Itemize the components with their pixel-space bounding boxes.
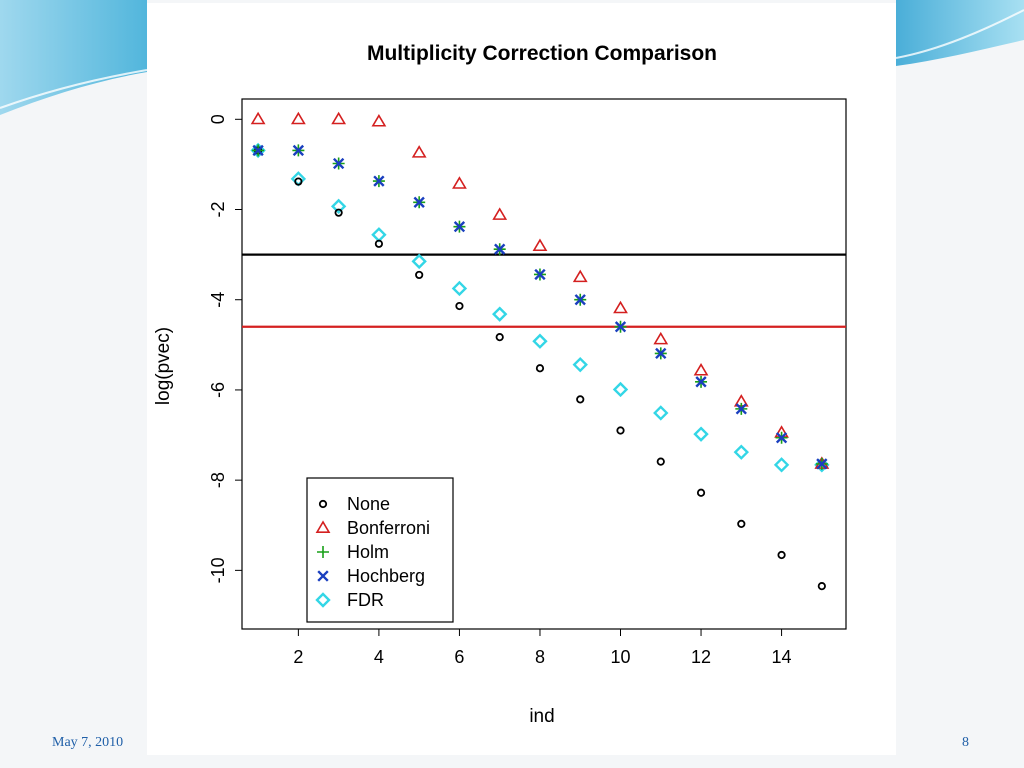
right-wave-decoration: [896, 0, 1024, 66]
x-tick-label: 6: [454, 647, 464, 667]
legend-marker-hochberg: [317, 570, 329, 582]
y-tick-label: -8: [208, 472, 228, 488]
point-none: [495, 333, 504, 342]
point-none: [817, 582, 826, 591]
page-number: 8: [962, 735, 969, 750]
point-none: [535, 364, 545, 373]
point-none: [737, 519, 746, 529]
left-wave-line: [0, 69, 148, 109]
point-bonferroni: [452, 176, 467, 189]
point-bonferroni: [492, 207, 508, 220]
point-bonferroni: [572, 269, 588, 283]
point-bonferroni: [331, 111, 347, 125]
y-tick-label: -2: [208, 202, 228, 218]
point-hochberg: [775, 432, 788, 444]
y-axis-label: log(pvec): [153, 327, 174, 405]
right-wave-line: [895, 9, 1024, 59]
x-axis-label: ind: [529, 706, 554, 727]
left-wave-decoration: [0, 0, 147, 115]
legend-marker-holm: [317, 546, 329, 558]
point-fdr: [733, 444, 750, 460]
point-bonferroni: [532, 238, 548, 252]
legend-label-holm: Holm: [347, 542, 389, 562]
point-hochberg: [816, 458, 828, 470]
plot-box: [241, 98, 847, 630]
reference-lines: [242, 253, 846, 328]
point-hochberg: [413, 196, 425, 208]
legend: None Bonferroni Holm Hochberg FDR: [306, 477, 454, 623]
point-bonferroni: [653, 331, 669, 345]
point-hochberg: [292, 144, 305, 157]
axes-layer: 2 4 6 8 10 12 14 0 -2 -4 -6 -8 -10: [208, 114, 792, 667]
x-tick-label: 14: [772, 647, 792, 667]
point-bonferroni: [411, 145, 427, 158]
point-fdr: [451, 280, 468, 297]
legend-marker-bonferroni: [315, 520, 331, 534]
legend-label-none: None: [347, 494, 390, 514]
point-hochberg: [735, 403, 747, 415]
scatter-chart: Multiplicity Correction Comparison ind l…: [153, 42, 847, 727]
legend-label-fdr: FDR: [347, 590, 384, 610]
point-fdr: [532, 333, 548, 349]
point-bonferroni: [250, 111, 266, 125]
point-fdr: [411, 253, 427, 270]
point-hochberg: [494, 243, 506, 255]
point-fdr: [814, 457, 830, 473]
y-tick-label: -6: [208, 382, 228, 398]
point-none: [374, 239, 384, 248]
point-hochberg: [574, 294, 586, 306]
x-tick-label: 8: [535, 647, 545, 667]
footer-date: May 7, 2010: [52, 735, 124, 750]
point-hochberg: [453, 221, 466, 233]
point-fdr: [653, 405, 669, 421]
point-fdr: [492, 306, 508, 322]
point-bonferroni: [371, 113, 387, 127]
point-fdr: [693, 426, 709, 442]
point-hochberg: [614, 321, 627, 333]
plot-panel: Multiplicity Correction Comparison ind l…: [147, 3, 896, 755]
point-none: [294, 177, 303, 186]
legend-marker-none: [318, 499, 328, 509]
chart-title: Multiplicity Correction Comparison: [367, 42, 717, 65]
point-fdr: [612, 381, 629, 398]
point-hochberg: [655, 347, 667, 360]
point-fdr: [572, 356, 588, 373]
legend-box: [306, 477, 454, 623]
point-none: [777, 550, 786, 560]
point-hochberg: [252, 144, 264, 157]
data-marks: [250, 111, 830, 591]
point-hochberg: [534, 268, 546, 281]
point-fdr: [773, 457, 790, 473]
y-tick-label: -10: [208, 557, 228, 583]
point-hochberg: [695, 376, 707, 388]
y-tick-label: -4: [208, 292, 228, 308]
point-none: [616, 426, 625, 435]
point-fdr: [330, 198, 347, 215]
point-hochberg: [332, 157, 345, 170]
point-bonferroni: [613, 300, 628, 314]
x-tick-label: 12: [691, 647, 711, 667]
point-bonferroni: [693, 362, 709, 376]
legend-marker-fdr: [315, 592, 331, 608]
point-fdr: [371, 227, 387, 243]
x-tick-label: 4: [374, 647, 384, 667]
x-tick-label: 2: [293, 647, 303, 667]
point-none: [696, 488, 706, 497]
point-bonferroni: [290, 111, 306, 125]
point-none: [576, 395, 585, 404]
point-none: [415, 270, 424, 280]
point-none: [455, 301, 464, 311]
legend-label-bonferroni: Bonferroni: [347, 518, 430, 538]
x-tick-label: 10: [610, 647, 630, 667]
point-none: [656, 457, 665, 466]
point-none: [334, 208, 343, 217]
point-hochberg: [373, 175, 385, 187]
legend-label-hochberg: Hochberg: [347, 566, 425, 586]
y-tick-label: 0: [208, 114, 228, 124]
